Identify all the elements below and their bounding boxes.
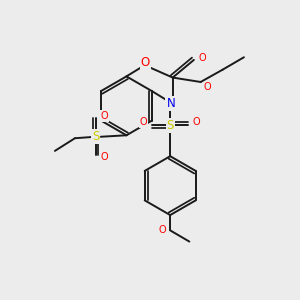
Text: O: O [100,111,108,121]
Text: N: N [167,97,175,110]
Text: S: S [92,130,99,143]
Text: O: O [140,117,148,127]
Text: O: O [100,152,108,162]
Text: S: S [167,119,174,132]
Text: O: O [158,225,166,236]
Text: O: O [141,56,150,69]
Text: O: O [193,117,200,127]
Text: O: O [198,53,206,63]
Text: O: O [203,82,211,92]
